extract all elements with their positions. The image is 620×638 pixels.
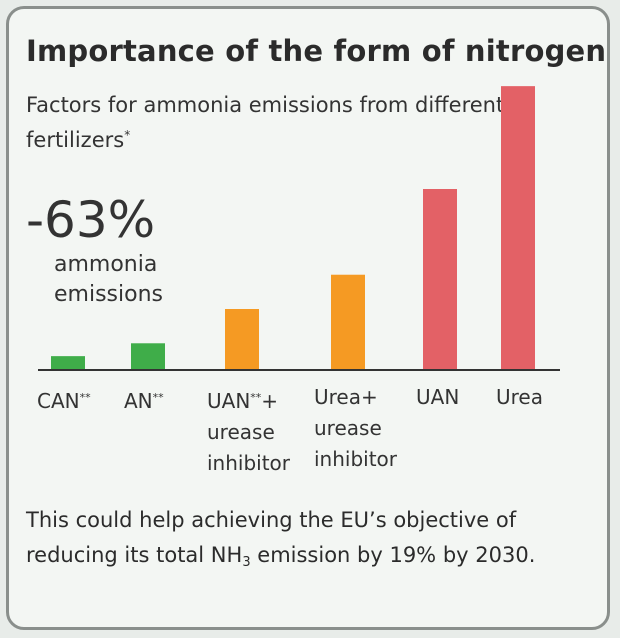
footer-subscript: 3 — [242, 555, 251, 570]
category-label-urea: Urea — [496, 385, 543, 409]
category-label-urea-inhibitor: Urea+ urease inhibitor — [314, 385, 398, 471]
subtitle-footnote-mark: * — [124, 128, 131, 142]
category-label-an: AN** — [124, 389, 164, 413]
bar-an — [131, 343, 165, 369]
chart-subtitle: Factors for ammonia emissions from diffe… — [26, 90, 566, 155]
bar-urea-inhibitor — [331, 274, 365, 369]
footer-note: This could help achieving the EU’s objec… — [26, 508, 536, 570]
bar-urea — [501, 86, 535, 370]
subtitle-text: Factors for ammonia emissions from diffe… — [26, 93, 505, 152]
category-label-uan-inhibitor: UAN**+ urease inhibitor — [207, 389, 291, 475]
callout-text: ammonia emissions — [54, 252, 163, 307]
bar-uan — [423, 189, 457, 369]
callout-value: -63% — [26, 191, 156, 249]
category-label-uan: UAN — [416, 385, 460, 409]
chart-title: Importance of the form of nitrogen — [26, 34, 607, 68]
bar-uan-inhibitor — [225, 309, 259, 369]
bar-can — [51, 356, 85, 369]
category-label-can: CAN** — [37, 389, 91, 413]
bars-group — [51, 86, 535, 370]
